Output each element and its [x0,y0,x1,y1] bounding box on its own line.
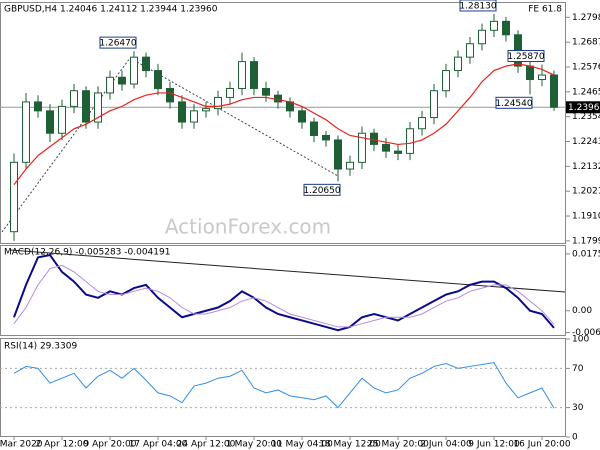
candle-body [46,110,54,134]
annotation-label: 1.25870 [507,52,544,62]
annotation-label: 1.26470 [99,39,136,49]
x-tick-label: 2 Apr 12:00 [36,440,89,450]
annotation-box [495,96,533,109]
candle-body [334,139,342,170]
x-tick-label: 25 May 20:00 [367,440,429,450]
y-tick-label: 1.20210 [572,187,600,197]
y-tick-label: 1.25760 [572,62,600,72]
candle-body [202,108,210,112]
series-line [13,361,555,409]
annotation-label: 1.24540 [495,99,532,109]
y-tick-label: 1.22430 [572,137,600,147]
candle-body [538,74,546,81]
candle-body [394,150,402,154]
y-tick-label: 0.017573 [572,249,600,259]
x-tick-label: 18 May 12:00 [319,440,381,450]
macd-panel [0,245,566,336]
candle-body [466,43,474,58]
candle-body [238,61,246,89]
annotation-label: 1.28130 [459,1,496,11]
candle-body [226,87,234,98]
candle-body [346,161,354,170]
annotation-label: 1.20650 [303,186,340,196]
candle-body [490,20,498,31]
y-tick-label: 0 [572,433,578,443]
candle-body [502,20,510,36]
price-panel [0,2,566,244]
last-price-box [566,101,600,114]
candle-body [550,74,558,108]
y-tick-label: 30 [572,403,584,413]
x-tick-label: 11 May 04:00 [271,440,333,450]
candle-body [166,87,174,103]
candle-body [94,92,102,123]
series-line [13,264,555,328]
candle-body [190,110,198,123]
candle-body [10,161,18,233]
candle-body [118,76,126,85]
candle-body [262,87,270,96]
candle-body [214,96,222,110]
annotation-box [459,0,497,12]
y-tick-label: 70 [572,364,584,374]
y-tick-label: 0.00 [572,306,592,316]
x-tick-label: 9 Jun 12:00 [468,440,520,450]
candle-body [58,105,66,134]
candle-body [370,132,378,145]
rsi-panel [0,338,566,437]
candle-body [250,61,258,89]
candle-body [454,56,462,72]
candle-body [154,70,162,89]
y-tick-label: 1.21320 [572,162,600,172]
macd-title: MACD(12,26,9) -0.005283 -0.004191 [4,248,170,258]
candle-body [442,70,450,92]
x-tick-label: 2 Jun 04:00 [420,440,472,450]
x-tick-label: 17 Apr 04:00 [129,440,188,450]
y-tick-label: 1.27980 [572,13,600,23]
y-tick-label: 100 [572,335,589,345]
candle-body [22,101,30,163]
candle-body [82,90,90,123]
y-tick-label: 1.24650 [572,87,600,97]
candle-body [322,134,330,141]
candle-body [70,90,78,107]
y-tick-label: 1.23540 [572,112,600,122]
series-line [13,253,555,332]
candle-body [430,90,438,119]
last-price-label: 1.23960 [568,103,600,113]
candle-body [274,94,282,103]
candle-body [358,132,366,163]
candle-body [130,56,138,85]
x-tick-label: 24 Apr 12:00 [177,440,236,450]
y-tick-label: 1.19100 [572,212,600,222]
candle-body [178,101,186,123]
x-tick-label: 26 Mar 2020 [0,440,43,450]
annotation-box [99,36,137,49]
candle-body [382,143,390,152]
y-tick-label: 1.17990 [572,236,600,246]
candle-body [406,128,414,154]
watermark: ActionForex.com [165,215,331,239]
y-tick-label: -0.006735 [572,328,600,338]
series-line [13,63,555,186]
y-tick-label: 1.26870 [572,38,600,48]
candle-body [34,101,42,112]
candle-body [478,29,486,45]
candle-body [310,121,318,136]
annotation-box [303,183,341,196]
candle-body [106,76,114,94]
candle-body [526,65,534,81]
x-tick-label: 16 Jun 20:00 [513,440,570,450]
annotation: FE 61.8 [528,5,562,15]
candle-body [142,56,150,72]
annotation-box [507,50,545,63]
chart-title: GBPUSD,H4 1.24046 1.24112 1.23944 1.2396… [4,5,218,15]
candle-body [298,110,306,123]
x-tick-label: 9 Apr 20:00 [84,440,137,450]
candle-body [418,117,426,130]
x-tick-label: 1 May 20:00 [226,440,282,450]
rsi-title: RSI(14) 29.3309 [4,342,77,352]
